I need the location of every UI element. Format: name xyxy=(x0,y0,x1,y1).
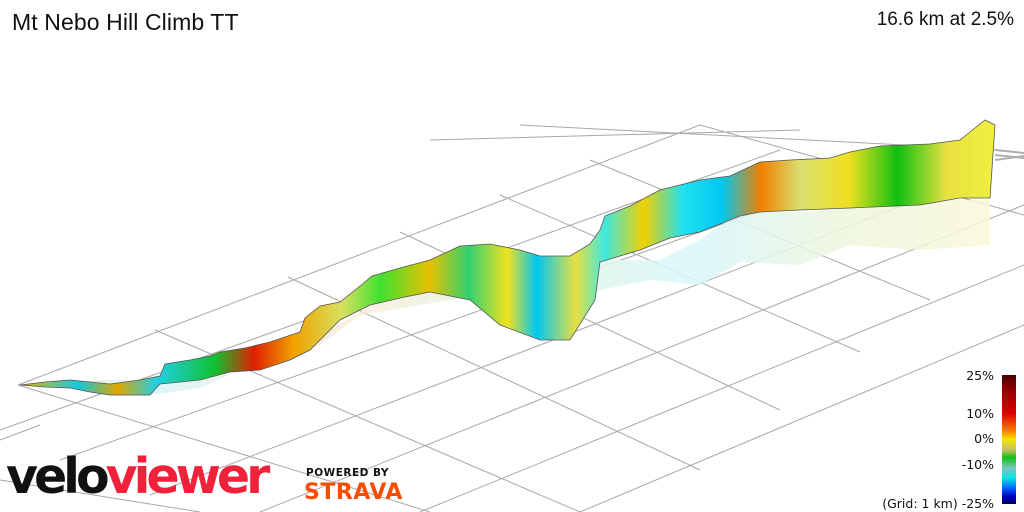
gradient-color-scale xyxy=(1002,375,1016,504)
segment-title: Mt Nebo Hill Climb TT xyxy=(12,9,239,35)
legend-label-min-grid: (Grid: 1 km) -25% xyxy=(882,496,994,511)
veloviewer-logo[interactable]: veloviewer xyxy=(6,452,270,501)
legend-label-minus10: -10% xyxy=(961,457,994,472)
profile-ribbon xyxy=(19,119,996,396)
legend-label-0: 0% xyxy=(974,431,994,446)
logo-viewer: viewer xyxy=(105,448,271,505)
segment-summary: 16.6 km at 2.5% xyxy=(876,9,1014,30)
powered-by-label: POWERED BY xyxy=(306,467,390,479)
legend-label-10: 10% xyxy=(966,406,994,421)
legend-label-max: 25% xyxy=(966,368,994,383)
finish-marker xyxy=(994,149,1024,161)
strava-logo[interactable]: STRAVA xyxy=(304,480,403,505)
logo-velo: velo xyxy=(6,448,110,505)
